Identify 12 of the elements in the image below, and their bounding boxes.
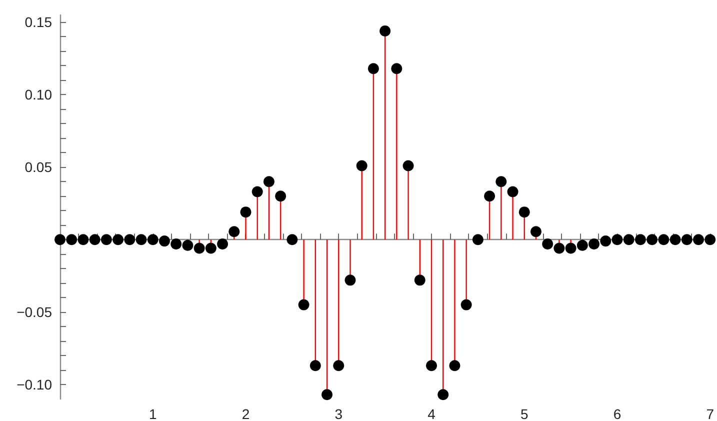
x-tick-label: 4 — [428, 406, 436, 421]
y-tick-label: 0.05 — [24, 159, 52, 176]
x-tick-label: 2 — [242, 406, 250, 421]
x-tick-label: 5 — [520, 406, 528, 421]
y-tick-label: −0.10 — [16, 376, 52, 393]
x-tick-label: 1 — [148, 406, 157, 421]
y-tick-label: 0.10 — [24, 86, 52, 103]
x-tick-label: 3 — [334, 406, 343, 421]
x-tick-label: 6 — [613, 406, 622, 421]
y-tick-label: −0.05 — [16, 304, 52, 320]
x-tick-label: 7 — [706, 406, 714, 421]
y-tick-label: 0.15 — [24, 14, 52, 30]
